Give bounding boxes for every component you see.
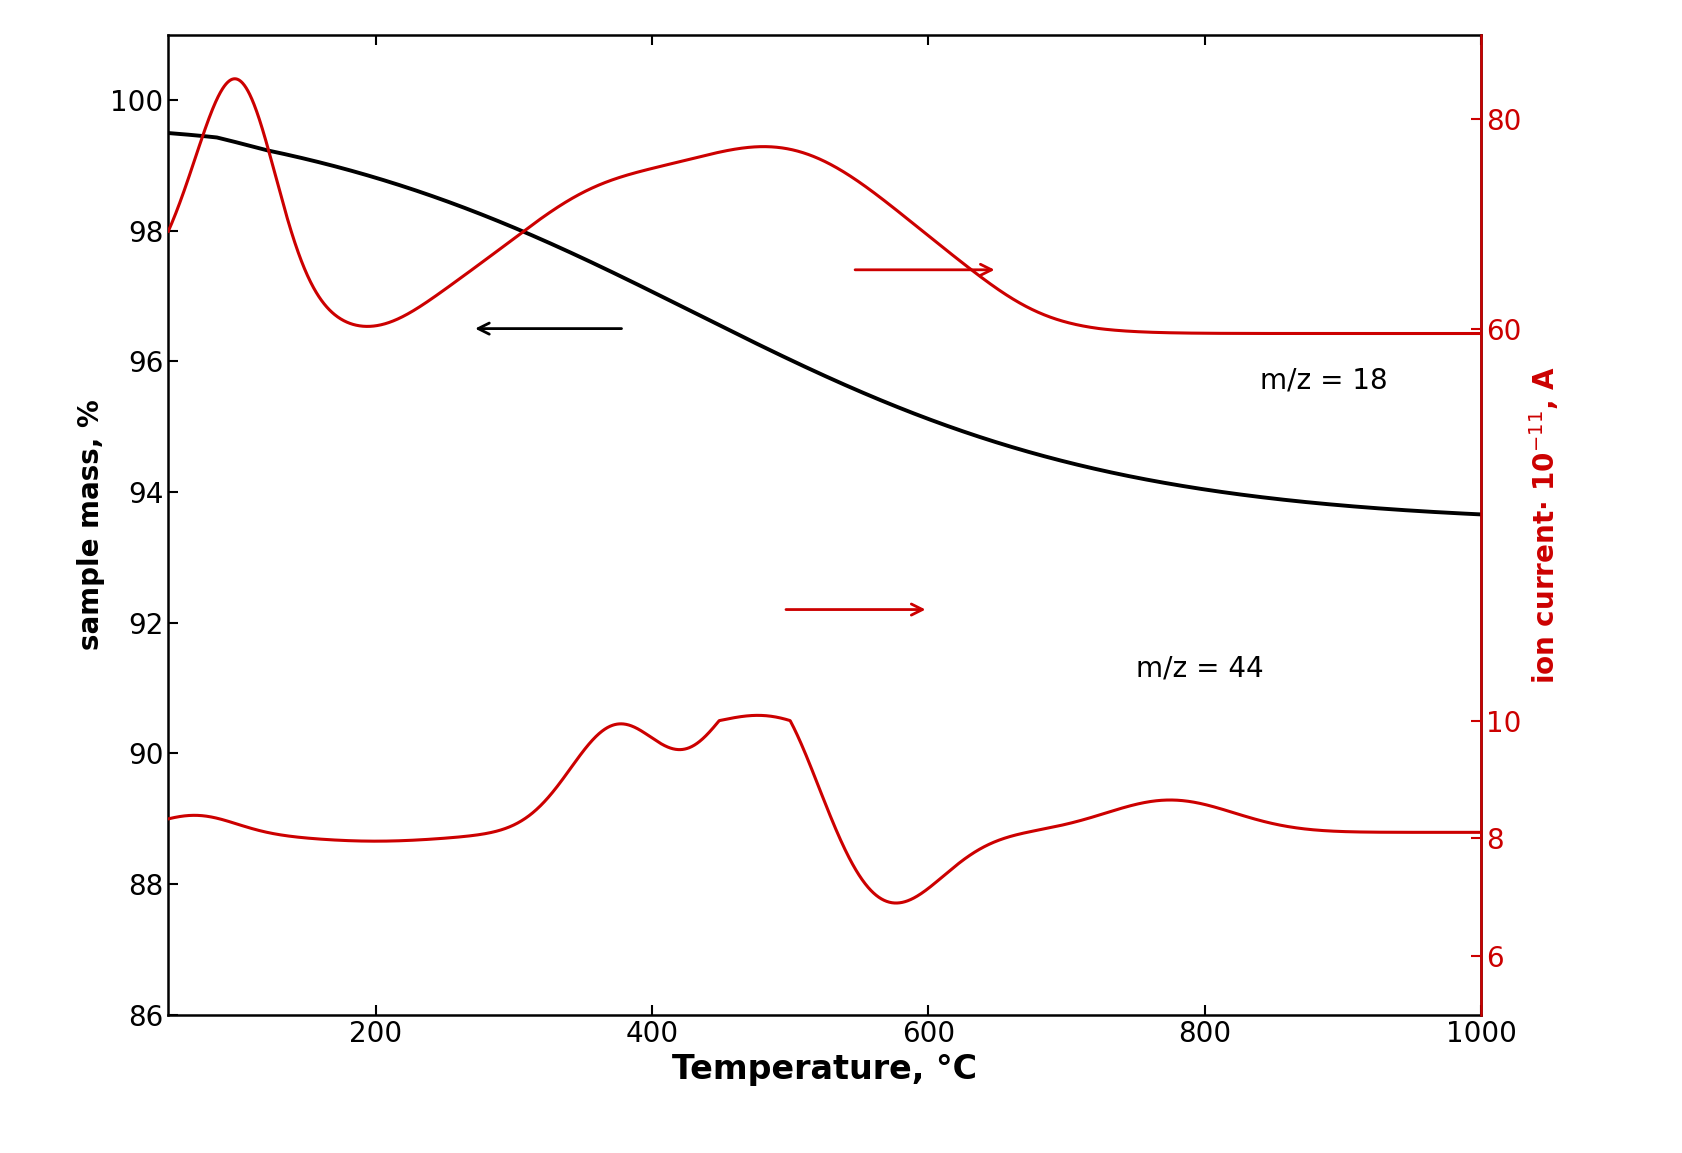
Text: m/z = 44: m/z = 44	[1135, 655, 1263, 683]
Y-axis label: ion current· 10$^{-11}$, A: ion current· 10$^{-11}$, A	[1526, 366, 1559, 684]
Y-axis label: sample mass, %: sample mass, %	[77, 399, 104, 650]
Text: m/z = 18: m/z = 18	[1260, 367, 1386, 394]
X-axis label: Temperature, °C: Temperature, °C	[671, 1053, 977, 1086]
